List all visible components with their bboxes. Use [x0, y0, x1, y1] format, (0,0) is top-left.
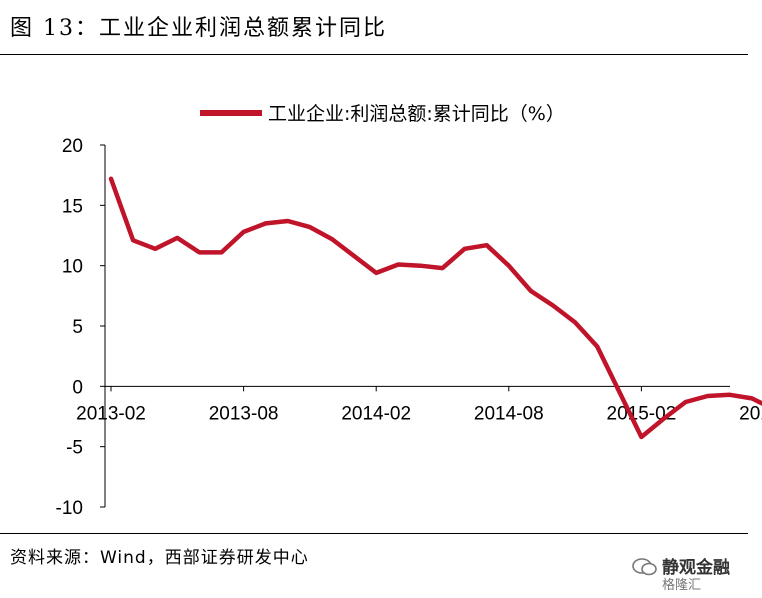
watermark-name: 静观金融: [662, 558, 730, 578]
y-tick-label: -10: [56, 498, 83, 519]
x-tick-label: 2013-08: [209, 403, 279, 424]
data-point: [464, 248, 466, 250]
series-line: [108, 176, 762, 440]
data-point: [596, 346, 598, 348]
y-tick-label: 15: [62, 196, 83, 217]
legend: 工业企业:利润总额:累计同比（%）: [200, 103, 565, 125]
legend-label: 工业企业:利润总额:累计同比（%）: [268, 103, 565, 125]
data-point: [132, 239, 134, 241]
data-point: [574, 321, 576, 323]
data-point: [265, 222, 267, 224]
data-point: [751, 397, 753, 399]
data-point: [552, 304, 554, 306]
data-point: [508, 265, 510, 267]
data-point: [640, 436, 642, 438]
data-point: [685, 401, 687, 403]
y-tick-label: 5: [72, 317, 83, 338]
data-point: [176, 237, 178, 239]
watermark-sub: 格隆汇: [662, 578, 702, 593]
x-tick-label: 2015-02: [607, 403, 677, 424]
data-point: [419, 265, 421, 267]
data-point: [442, 267, 443, 269]
x-tick-label: 2014-02: [341, 403, 411, 424]
source-note: 资料来源：Wind，西部证券研发中心: [10, 548, 309, 568]
series-layer: [108, 176, 762, 440]
x-tick-label: 2014-08: [474, 403, 544, 424]
data-point: [375, 272, 377, 274]
data-point: [707, 395, 709, 397]
data-point: [729, 394, 731, 396]
data-point: [154, 248, 156, 250]
x-tick-label: 2013-02: [76, 403, 146, 424]
watermark: 静观金融 格隆汇: [632, 553, 752, 593]
data-point: [110, 178, 112, 180]
top-rule: [0, 54, 748, 55]
data-point: [397, 263, 399, 265]
bottom-rule: [0, 533, 748, 534]
y-tick-label: 10: [62, 257, 83, 278]
data-point: [530, 290, 532, 292]
data-point: [486, 244, 488, 246]
x-tick-label: 2015-08: [739, 403, 762, 424]
data-point: [287, 220, 289, 222]
axes: [100, 144, 730, 508]
data-point: [221, 251, 222, 253]
data-point: [243, 231, 245, 233]
data-point: [309, 226, 311, 228]
y-tick-label: 0: [72, 377, 83, 398]
data-point: [663, 418, 664, 420]
y-tick-label: 20: [62, 136, 83, 157]
data-point: [198, 251, 200, 253]
wechat-icon: [632, 558, 657, 576]
data-point: [331, 238, 333, 240]
figure-title: 图 13：工业企业利润总额累计同比: [10, 16, 387, 41]
tick-labels: 20 15 10 5 0 -5 -10 2013-02 2013-08 2014-02 2014-0…: [56, 136, 762, 519]
y-tick-label: -5: [66, 438, 83, 459]
